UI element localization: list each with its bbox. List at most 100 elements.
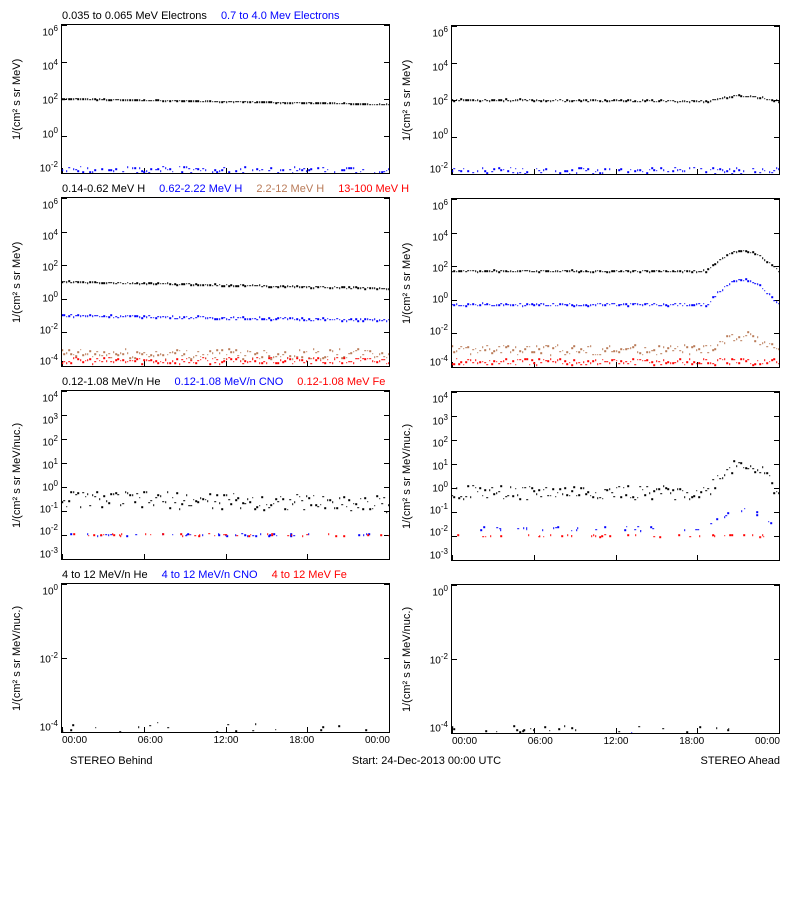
y-tick: 102 [432,260,448,274]
y-axis-label: 1/(cm² s sr MeV/nuc.) [10,390,24,560]
x-axis-ticks: 00:0006:0012:0018:0000:00 [452,736,780,747]
panel-2-left: 0.12-1.08 MeV/n He 0.12-1.08 MeV/n CNO 0.1… [10,376,390,561]
y-axis-label: 1/(cm² s sr MeV/nuc.) [400,391,414,561]
y-tick: 100 [42,583,58,597]
y-tick: 104 [432,391,448,405]
y-tick: 106 [42,197,58,211]
panel-2-right: 1/(cm² s sr MeV/nuc.) 104 103 102 101 100 10-1… [400,376,780,561]
panel-1-right: 1/(cm² s sr MeV) 106 104 102 100 10-2 10-4 [400,183,780,368]
y-tick: 102 [432,435,448,449]
plot-area [61,24,390,174]
y-tick: 10-4 [40,353,58,367]
y-tick: 102 [42,259,58,273]
y-axis-label: 1/(cm² s sr MeV/nuc.) [10,583,24,733]
y-tick: 100 [432,480,448,494]
x-tick: 06:00 [528,736,553,747]
y-axis-ticks: 100 10-2 10-4 [414,584,451,734]
y-tick: 103 [42,412,58,426]
y-axis-label: 1/(cm² s sr MeV) [400,198,414,368]
y-tick: 10-3 [430,547,448,561]
y-tick: 100 [432,291,448,305]
y-axis-ticks: 106 104 102 100 10-2 [24,24,61,174]
y-tick: 10-2 [40,160,58,174]
legend-item: 13-100 MeV H [338,183,409,195]
y-tick: 10-2 [430,323,448,337]
series-legend: 0.035 to 0.065 MeV Electrons0.7 to 4.0 M… [62,10,390,22]
series-legend: 0.12-1.08 MeV/n He 0.12-1.08 MeV/n CNO 0.1… [62,376,390,388]
legend-item: 2.2-12 MeV H [256,183,324,195]
y-tick: 10-4 [430,720,448,734]
y-tick: 106 [42,24,58,38]
chart-row-1: 0.14-0.62 MeV H0.62-2.22 MeV H2.2-12 MeV… [10,183,790,368]
y-tick: 103 [432,413,448,427]
x-tick: 00:00 [452,736,477,747]
y-tick: 100 [432,584,448,598]
x-tick: 06:00 [138,735,163,746]
y-axis-ticks: 10410310210110010-110-210-3 [24,390,61,560]
panel-1-left: 0.14-0.62 MeV H0.62-2.22 MeV H2.2-12 MeV… [10,183,390,368]
y-tick: 104 [432,229,448,243]
x-tick: 18:00 [289,735,314,746]
chart-row-0: 0.035 to 0.065 MeV Electrons0.7 to 4.0 M… [10,10,790,175]
y-tick: 100 [432,127,448,141]
y-axis-label: 1/(cm² s sr MeV/nuc.) [400,584,414,734]
x-axis-ticks: 00:00 06:00 12:00 18:00 00:00 [62,735,390,746]
y-axis-ticks: 104 103 102 101 100 10-1 10-2 10-3 [414,391,451,561]
y-axis-ticks: 106 104 102 100 10-2 10-4 [414,198,451,368]
legend-item: 0.035 to 0.065 MeV Electrons [62,10,207,22]
legend-item: 0.62-2.22 MeV H [159,183,242,195]
y-axis-ticks: 100 10-2 10-4 [24,583,61,733]
left-spacecraft-label: STEREO Behind [70,755,153,767]
y-tick: 104 [42,228,58,242]
y-tick: 101 [42,457,58,471]
x-tick: 00:00 [365,735,390,746]
plot-area [61,197,390,367]
y-tick: 10-1 [40,501,58,515]
y-tick: 10-1 [430,502,448,516]
x-tick: 12:00 [213,735,238,746]
y-tick: 10-4 [40,719,58,733]
y-tick: 104 [42,390,58,404]
y-axis-label: 1/(cm² s sr MeV) [10,24,24,174]
y-tick: 10-2 [40,523,58,537]
legend-item: 0.12-1.08 MeV/n CNO [174,376,283,388]
y-tick: 10-4 [430,354,448,368]
legend-item: 0.12-1.08 MeV/n He [62,376,160,388]
start-time-label: Start: 24-Dec-2013 00:00 UTC [352,755,501,767]
footer: STEREO Behind Start: 24-Dec-2013 00:00 UT… [70,755,780,767]
y-tick: 10-2 [430,161,448,175]
legend-item: 0.12-1.08 MeV Fe [297,376,385,388]
y-tick: 10-2 [40,322,58,336]
y-tick: 10-2 [430,652,448,666]
y-tick: 102 [42,92,58,106]
y-axis-ticks: 10610410210010-2 [414,25,451,175]
x-tick: 00:00 [62,735,87,746]
y-tick: 102 [432,93,448,107]
right-spacecraft-label: STEREO Ahead [700,755,780,767]
y-tick: 10-2 [40,651,58,665]
legend-item: 4 to 12 MeV/n He [62,569,148,581]
y-tick: 104 [42,58,58,72]
series-legend: 4 to 12 MeV/n He 4 to 12 MeV/n CNO 4 to 12… [62,569,390,581]
series-legend: 0.14-0.62 MeV H0.62-2.22 MeV H2.2-12 MeV… [62,183,390,195]
x-tick: 18:00 [679,736,704,747]
plot-area [451,198,780,368]
plot-area [451,584,780,734]
legend-item: 4 to 12 MeV Fe [272,569,347,581]
plot-area [61,390,390,560]
y-tick: 10-3 [40,546,58,560]
chart-grid: 0.035 to 0.065 MeV Electrons0.7 to 4.0 M… [10,10,790,767]
panel-0-right: 1/(cm² s sr MeV)10610410210010-2 [400,10,780,175]
x-tick: 00:00 [755,736,780,747]
y-tick: 100 [42,126,58,140]
legend-item: 4 to 12 MeV/n CNO [162,569,258,581]
y-axis-label: 1/(cm² s sr MeV) [400,25,414,175]
chart-row-2: 0.12-1.08 MeV/n He 0.12-1.08 MeV/n CNO 0.1… [10,376,790,561]
y-tick: 10-2 [430,524,448,538]
chart-row-3: 4 to 12 MeV/n He 4 to 12 MeV/n CNO 4 to 12… [10,569,790,747]
panel-0-left: 0.035 to 0.065 MeV Electrons0.7 to 4.0 M… [10,10,390,175]
y-tick: 100 [42,290,58,304]
y-tick: 106 [432,198,448,212]
y-tick: 101 [432,458,448,472]
plot-area [451,391,780,561]
